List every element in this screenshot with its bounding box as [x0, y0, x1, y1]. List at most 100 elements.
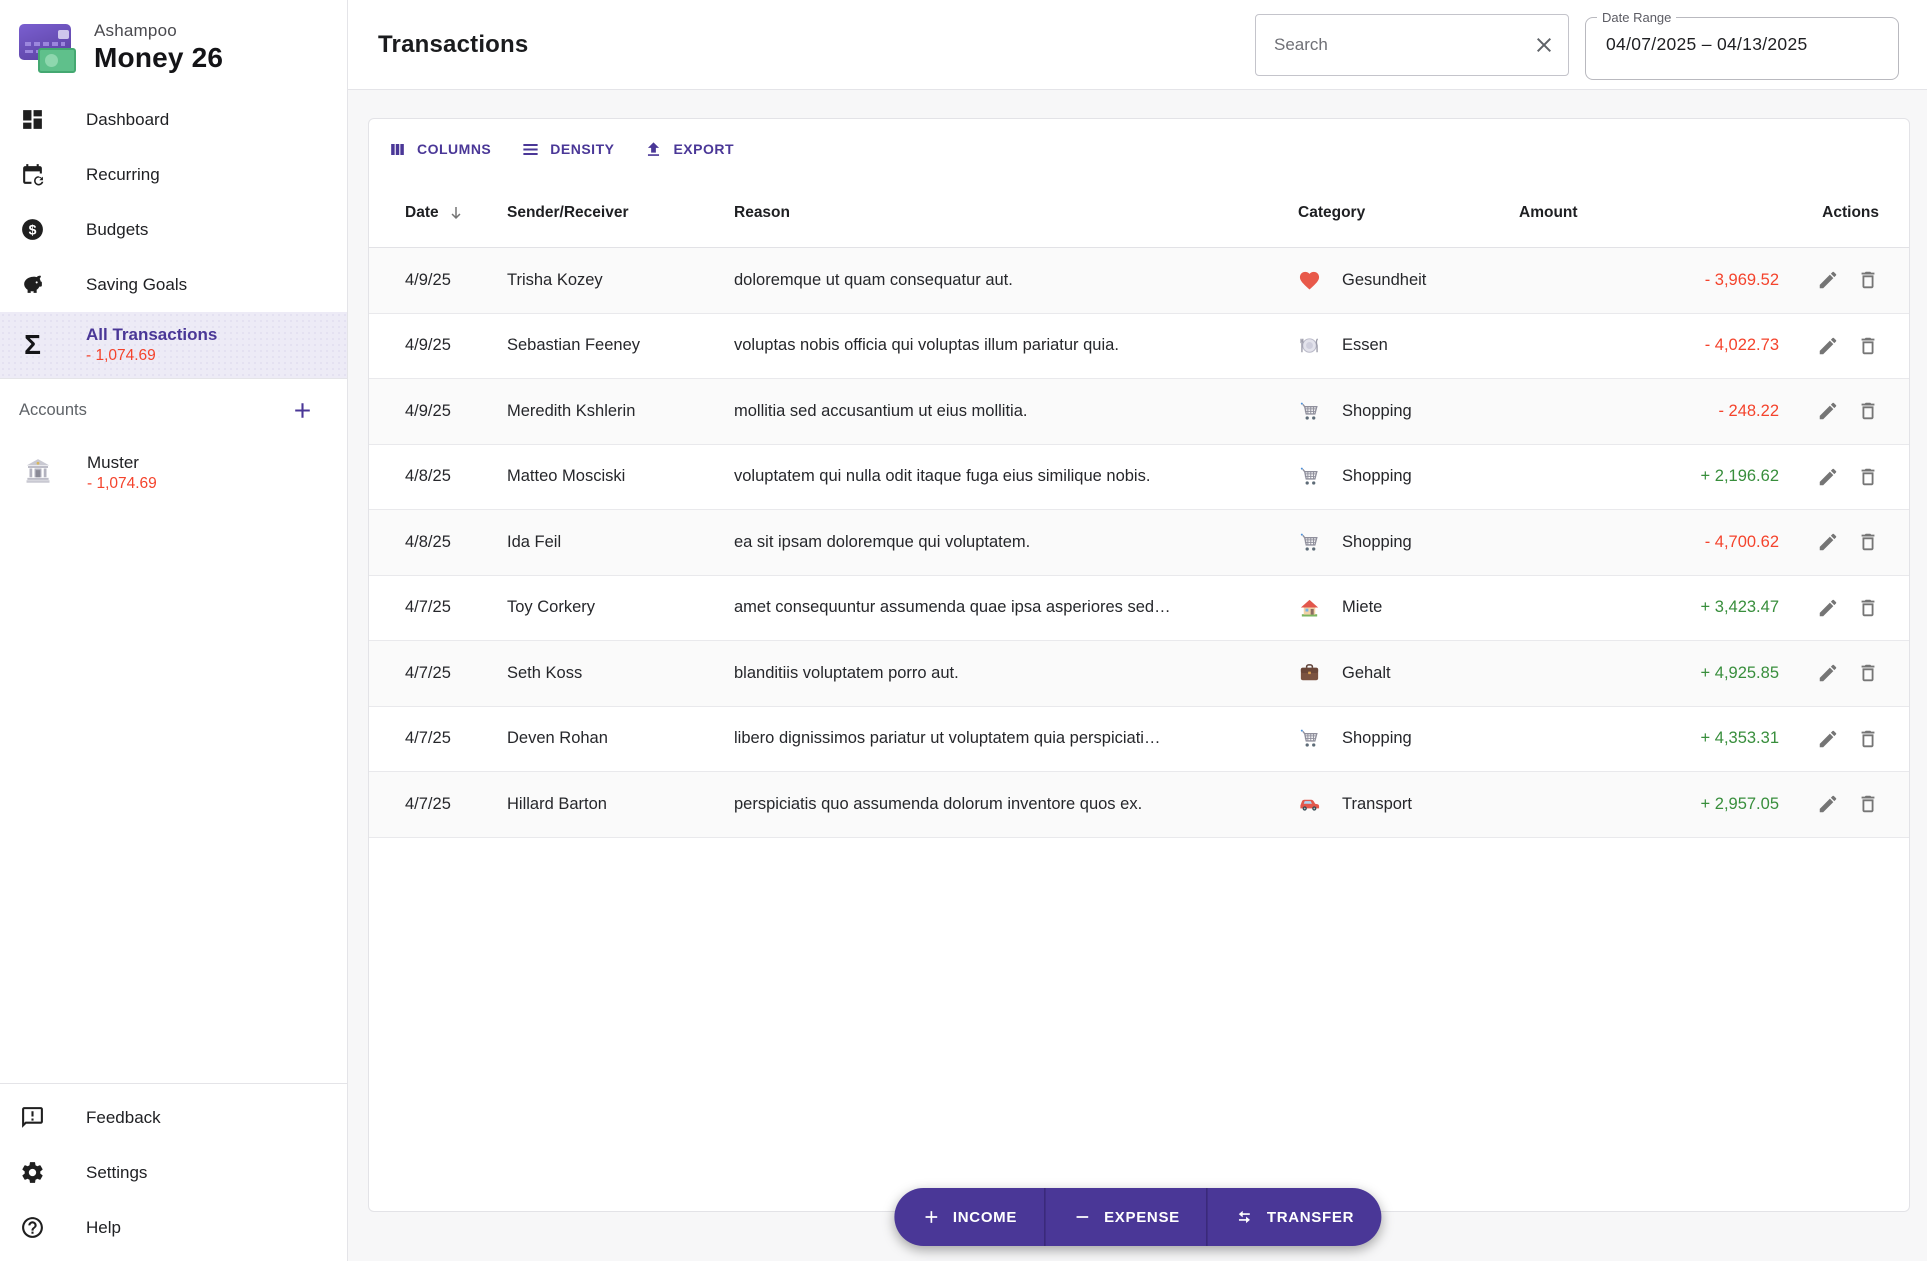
cell-category: Miete: [1280, 596, 1490, 619]
sidebar-item-help[interactable]: Help: [0, 1200, 347, 1255]
transaction-actions-bar: INCOME EXPENSE TRANSFER: [893, 1188, 1382, 1246]
cell-sender: Deven Rohan: [507, 729, 608, 748]
table-row[interactable]: 4/9/25 Trisha Kozey doloremque ut quam c…: [369, 248, 1909, 314]
delete-icon[interactable]: [1857, 531, 1879, 553]
cell-category: Essen: [1280, 334, 1490, 357]
sidebar-item-feedback[interactable]: Feedback: [0, 1090, 347, 1145]
cell-category: Shopping: [1280, 465, 1490, 488]
dining-icon: [1298, 334, 1321, 357]
cart-icon: [1298, 400, 1321, 423]
table-row[interactable]: 4/9/25 Meredith Kshlerin mollitia sed ac…: [369, 379, 1909, 445]
edit-icon[interactable]: [1817, 466, 1839, 488]
sidebar-item-account-muster[interactable]: Muster - 1,074.69: [0, 441, 347, 505]
delete-icon[interactable]: [1857, 466, 1879, 488]
search-input[interactable]: Search: [1255, 13, 1569, 76]
cell-actions: [1779, 531, 1879, 553]
sidebar-footer: Feedback Settings Help: [0, 1083, 347, 1261]
table-row[interactable]: 4/7/25 Seth Koss blanditiis voluptatem p…: [369, 641, 1909, 707]
accounts-section-header: Accounts: [0, 379, 347, 441]
delete-icon[interactable]: [1857, 728, 1879, 750]
cell-amount: + 3,423.47: [1700, 598, 1779, 617]
edit-icon[interactable]: [1817, 531, 1839, 553]
house-icon: [1298, 596, 1321, 619]
cell-sender: Meredith Kshlerin: [507, 401, 636, 420]
column-header-sender[interactable]: Sender/Receiver: [507, 204, 629, 221]
cell-amount: + 2,196.62: [1700, 467, 1779, 486]
button-divider: [1044, 1188, 1046, 1246]
table-row[interactable]: 4/7/25 Deven Rohan libero dignissimos pa…: [369, 707, 1909, 772]
columns-button[interactable]: COLUMNS: [388, 140, 491, 159]
delete-icon[interactable]: [1857, 597, 1879, 619]
clear-search-icon[interactable]: [1532, 33, 1556, 57]
column-header-actions: Actions: [1822, 204, 1879, 221]
transfer-icon: [1239, 1210, 1251, 1224]
column-header-date[interactable]: Date: [405, 204, 507, 222]
cell-amount: - 3,969.52: [1704, 270, 1779, 289]
delete-icon[interactable]: [1857, 335, 1879, 357]
edit-icon[interactable]: [1817, 728, 1839, 750]
transfer-button[interactable]: TRANSFER: [1208, 1188, 1381, 1246]
expense-button[interactable]: EXPENSE: [1045, 1188, 1207, 1246]
edit-icon[interactable]: [1817, 662, 1839, 684]
app-logo-block: Ashampoo Money 26: [0, 0, 347, 84]
sidebar-item-label: Feedback: [86, 1107, 161, 1127]
cell-sender: Ida Feil: [507, 532, 562, 551]
cell-reason: blanditiis voluptatem porro aut.: [734, 663, 959, 682]
transfer-button-label: TRANSFER: [1266, 1208, 1355, 1226]
account-name: Muster: [87, 453, 139, 472]
sidebar-item-dashboard[interactable]: Dashboard: [0, 92, 347, 147]
cell-category: Shopping: [1280, 727, 1490, 750]
car-icon: [1298, 793, 1321, 816]
edit-icon[interactable]: [1817, 597, 1839, 619]
accounts-section-title: Accounts: [19, 400, 87, 419]
sidebar-item-budgets[interactable]: $ Budgets: [0, 202, 347, 257]
edit-icon[interactable]: [1817, 793, 1839, 815]
sidebar-item-settings[interactable]: Settings: [0, 1145, 347, 1200]
table-row[interactable]: 4/7/25 Toy Corkery amet consequuntur ass…: [369, 576, 1909, 641]
column-header-category[interactable]: Category: [1298, 204, 1366, 221]
export-button[interactable]: EXPORT: [644, 140, 734, 159]
sidebar-item-label: All Transactions: [86, 325, 218, 344]
arrow-down-icon: [451, 207, 461, 219]
column-header-amount[interactable]: Amount: [1519, 204, 1578, 221]
delete-icon[interactable]: [1857, 662, 1879, 684]
cart-icon: [1298, 531, 1321, 554]
heart-icon: [1298, 269, 1321, 292]
edit-icon[interactable]: [1817, 269, 1839, 291]
delete-icon[interactable]: [1857, 269, 1879, 291]
cell-sender: Sebastian Feeney: [507, 336, 641, 355]
column-header-reason[interactable]: Reason: [734, 204, 790, 221]
cell-actions: [1779, 269, 1879, 291]
sidebar-item-label: Dashboard: [86, 109, 170, 129]
briefcase-icon: [1298, 662, 1321, 685]
delete-icon[interactable]: [1857, 793, 1879, 815]
cell-sender: Matteo Mosciski: [507, 467, 626, 486]
cell-amount: - 4,022.73: [1704, 336, 1779, 355]
all-transactions-balance: - 1,074.69: [86, 347, 156, 364]
category-label: Essen: [1342, 336, 1388, 355]
page-title: Transactions: [378, 30, 529, 58]
sidebar-item-saving-goals[interactable]: Saving Goals: [0, 257, 347, 312]
table-row[interactable]: 4/8/25 Ida Feil ea sit ipsam doloremque …: [369, 510, 1909, 576]
table-row[interactable]: 4/9/25 Sebastian Feeney voluptas nobis o…: [369, 314, 1909, 379]
density-button[interactable]: DENSITY: [521, 140, 614, 159]
category-label: Transport: [1342, 794, 1412, 813]
cell-sender: Toy Corkery: [507, 598, 596, 617]
date-range-input[interactable]: Date Range 04/07/2025 – 04/13/2025: [1585, 9, 1899, 80]
app-title: Money 26: [94, 41, 224, 73]
columns-icon: [391, 143, 404, 155]
sidebar-nav: Dashboard Recurring $ Budgets Saving Goa…: [0, 92, 347, 378]
edit-icon[interactable]: [1817, 400, 1839, 422]
table-row[interactable]: 4/8/25 Matteo Mosciski voluptatem qui nu…: [369, 445, 1909, 510]
content-area: COLUMNS DENSITY EXPORT Date: [348, 90, 1927, 1261]
sidebar-item-all-transactions[interactable]: Σ All Transactions - 1,074.69: [0, 312, 347, 378]
table-row[interactable]: 4/7/25 Hillard Barton perspiciatis quo a…: [369, 772, 1909, 838]
sidebar-divider: [0, 1083, 347, 1084]
category-label: Shopping: [1342, 532, 1412, 551]
columns-button-label: COLUMNS: [417, 141, 492, 157]
delete-icon[interactable]: [1857, 400, 1879, 422]
sidebar-item-recurring[interactable]: Recurring: [0, 147, 347, 202]
add-account-button[interactable]: [290, 398, 315, 423]
edit-icon[interactable]: [1817, 335, 1839, 357]
income-button[interactable]: INCOME: [894, 1188, 1044, 1246]
